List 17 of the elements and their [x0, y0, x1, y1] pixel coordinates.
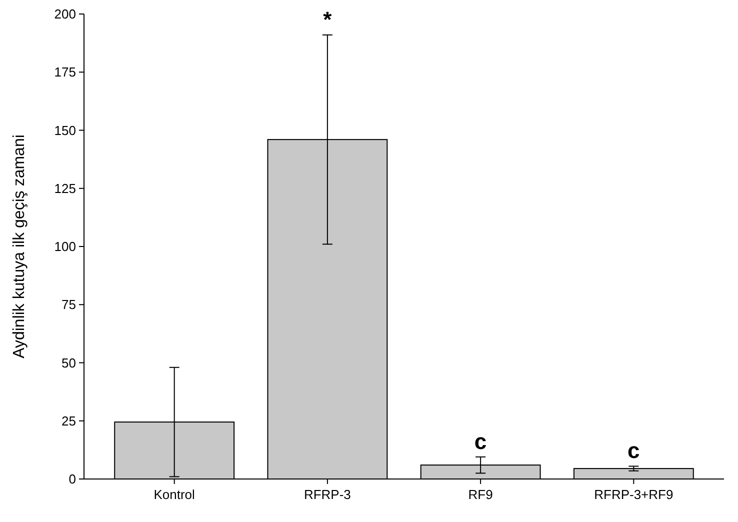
x-tick-label: RFRP-3+RF9 [594, 487, 674, 502]
y-tick-label: 50 [62, 355, 76, 370]
x-tick-label: RF9 [468, 487, 493, 502]
y-tick-label: 25 [62, 413, 76, 428]
x-tick-label: RFRP-3 [304, 487, 351, 502]
annotation: c [628, 438, 640, 464]
y-tick-label: 150 [54, 122, 76, 138]
y-tick-label: 100 [54, 239, 76, 254]
x-tick-label: Kontrol [154, 487, 196, 502]
y-axis-title: Aydinlik kutuya ilk geçiş zamani [11, 134, 28, 358]
y-tick-label: 125 [54, 180, 76, 196]
y-tick-label: 0 [68, 472, 76, 487]
annotation: c [474, 428, 487, 454]
y-tick-label: 175 [54, 64, 76, 80]
y-tick-label: 200 [54, 6, 76, 22]
annotation: * [323, 6, 332, 32]
y-tick-label: 75 [62, 297, 76, 312]
